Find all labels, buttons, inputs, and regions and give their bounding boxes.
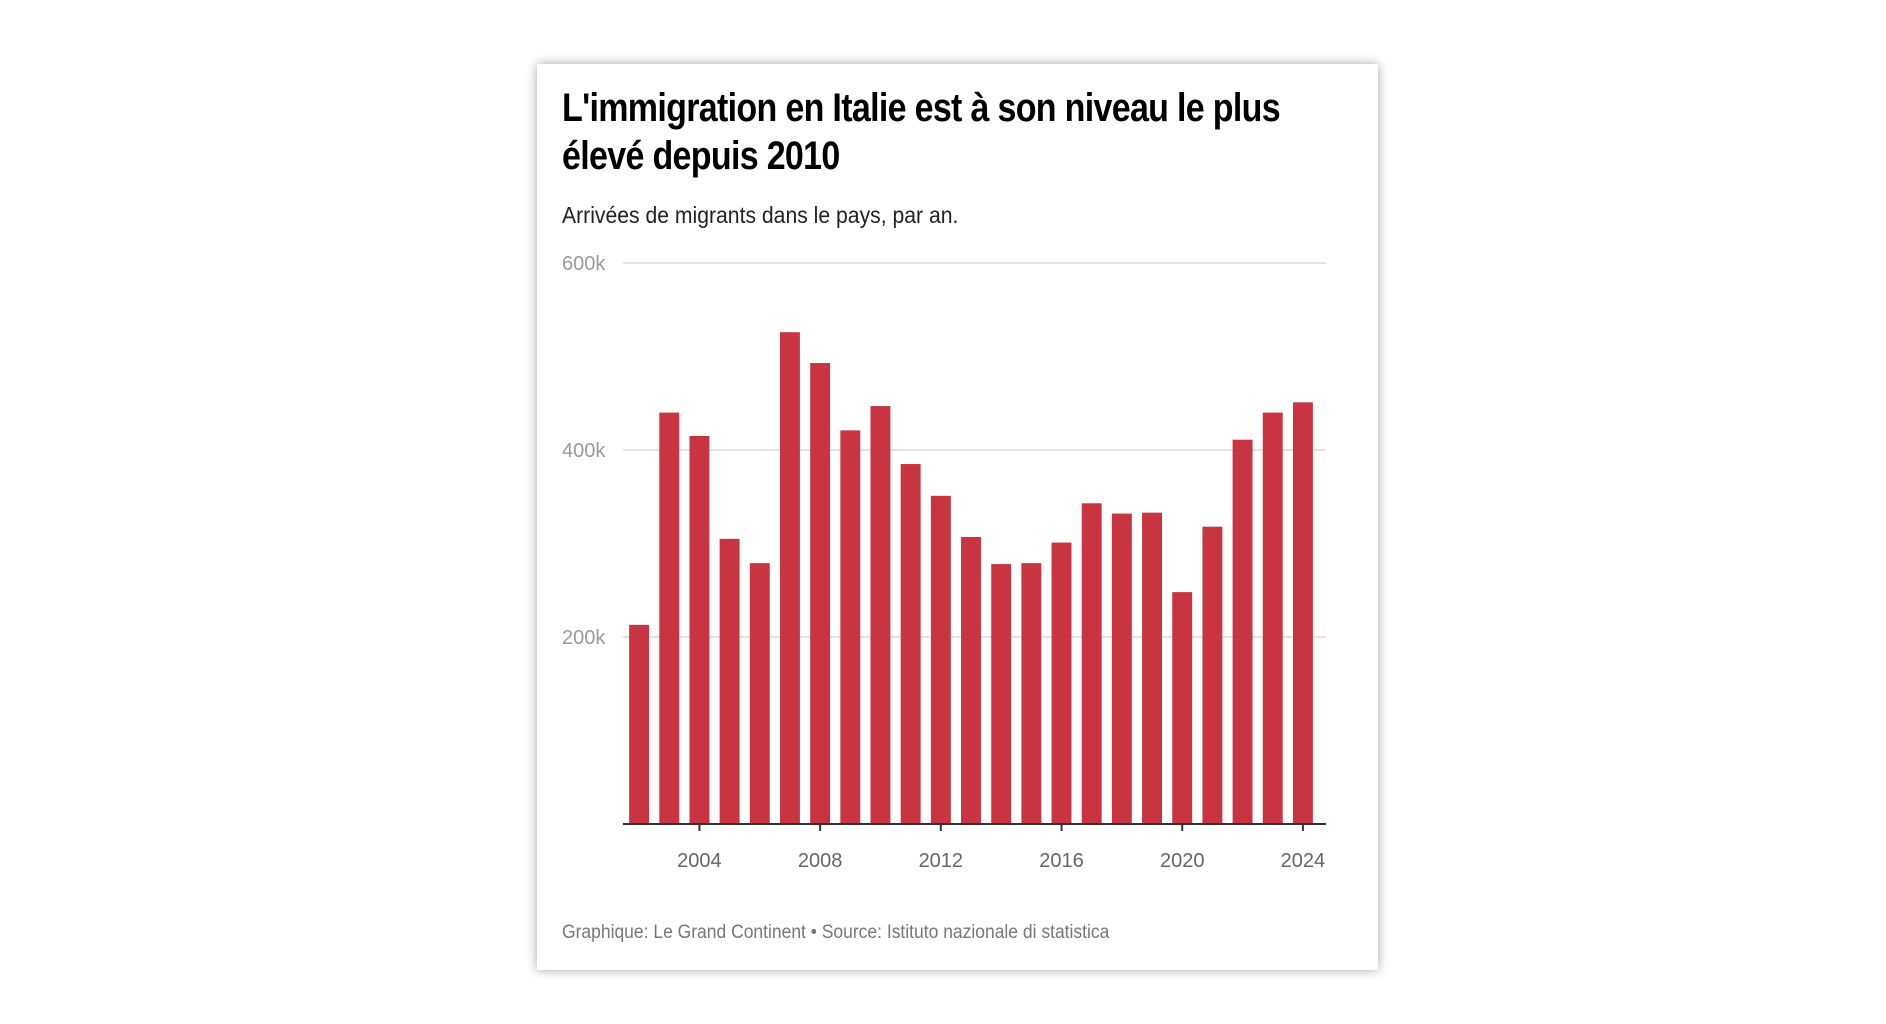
bar-2009 [840, 430, 861, 824]
x-tick-label: 2008 [798, 850, 843, 872]
chart-source-note: Graphique: Le Grand Continent • Source: … [562, 922, 1110, 943]
bar-2013 [961, 536, 981, 824]
bar-2020 [1172, 592, 1193, 824]
bar-2010 [870, 406, 891, 824]
bar-2024 [1292, 402, 1313, 824]
x-tick-label: 2012 [919, 850, 964, 872]
bar-2016 [1051, 542, 1072, 824]
x-tick-label: 2004 [677, 850, 722, 872]
chart-title: L'immigration en Italie est à son niveau… [562, 86, 1281, 178]
bar-2006 [749, 563, 770, 824]
bar-2003 [659, 412, 680, 824]
bar-2015 [1021, 563, 1042, 824]
bar-2007 [779, 332, 800, 824]
bar-2019 [1142, 512, 1163, 824]
bar-2018 [1111, 513, 1132, 824]
bar-2011 [900, 464, 921, 824]
bar-2005 [719, 538, 740, 824]
bar-2021 [1202, 526, 1223, 824]
bar-2022 [1232, 439, 1253, 824]
bar-2017 [1081, 503, 1102, 824]
chart-subtitle: Arrivées de migrants dans le pays, par a… [562, 202, 959, 228]
bar-2014 [991, 564, 1012, 824]
bar-2023 [1262, 412, 1283, 824]
bar-2004 [689, 435, 710, 824]
x-tick-label: 2024 [1281, 850, 1326, 872]
y-tick-label: 600k [562, 253, 606, 275]
x-tick-label: 2020 [1160, 850, 1205, 872]
y-tick-label: 400k [562, 440, 606, 462]
bar-2008 [810, 363, 831, 824]
bar-2002 [629, 624, 650, 824]
x-tick-label: 2016 [1039, 850, 1084, 872]
y-tick-label: 200k [562, 627, 606, 649]
bar-2012 [930, 495, 951, 824]
